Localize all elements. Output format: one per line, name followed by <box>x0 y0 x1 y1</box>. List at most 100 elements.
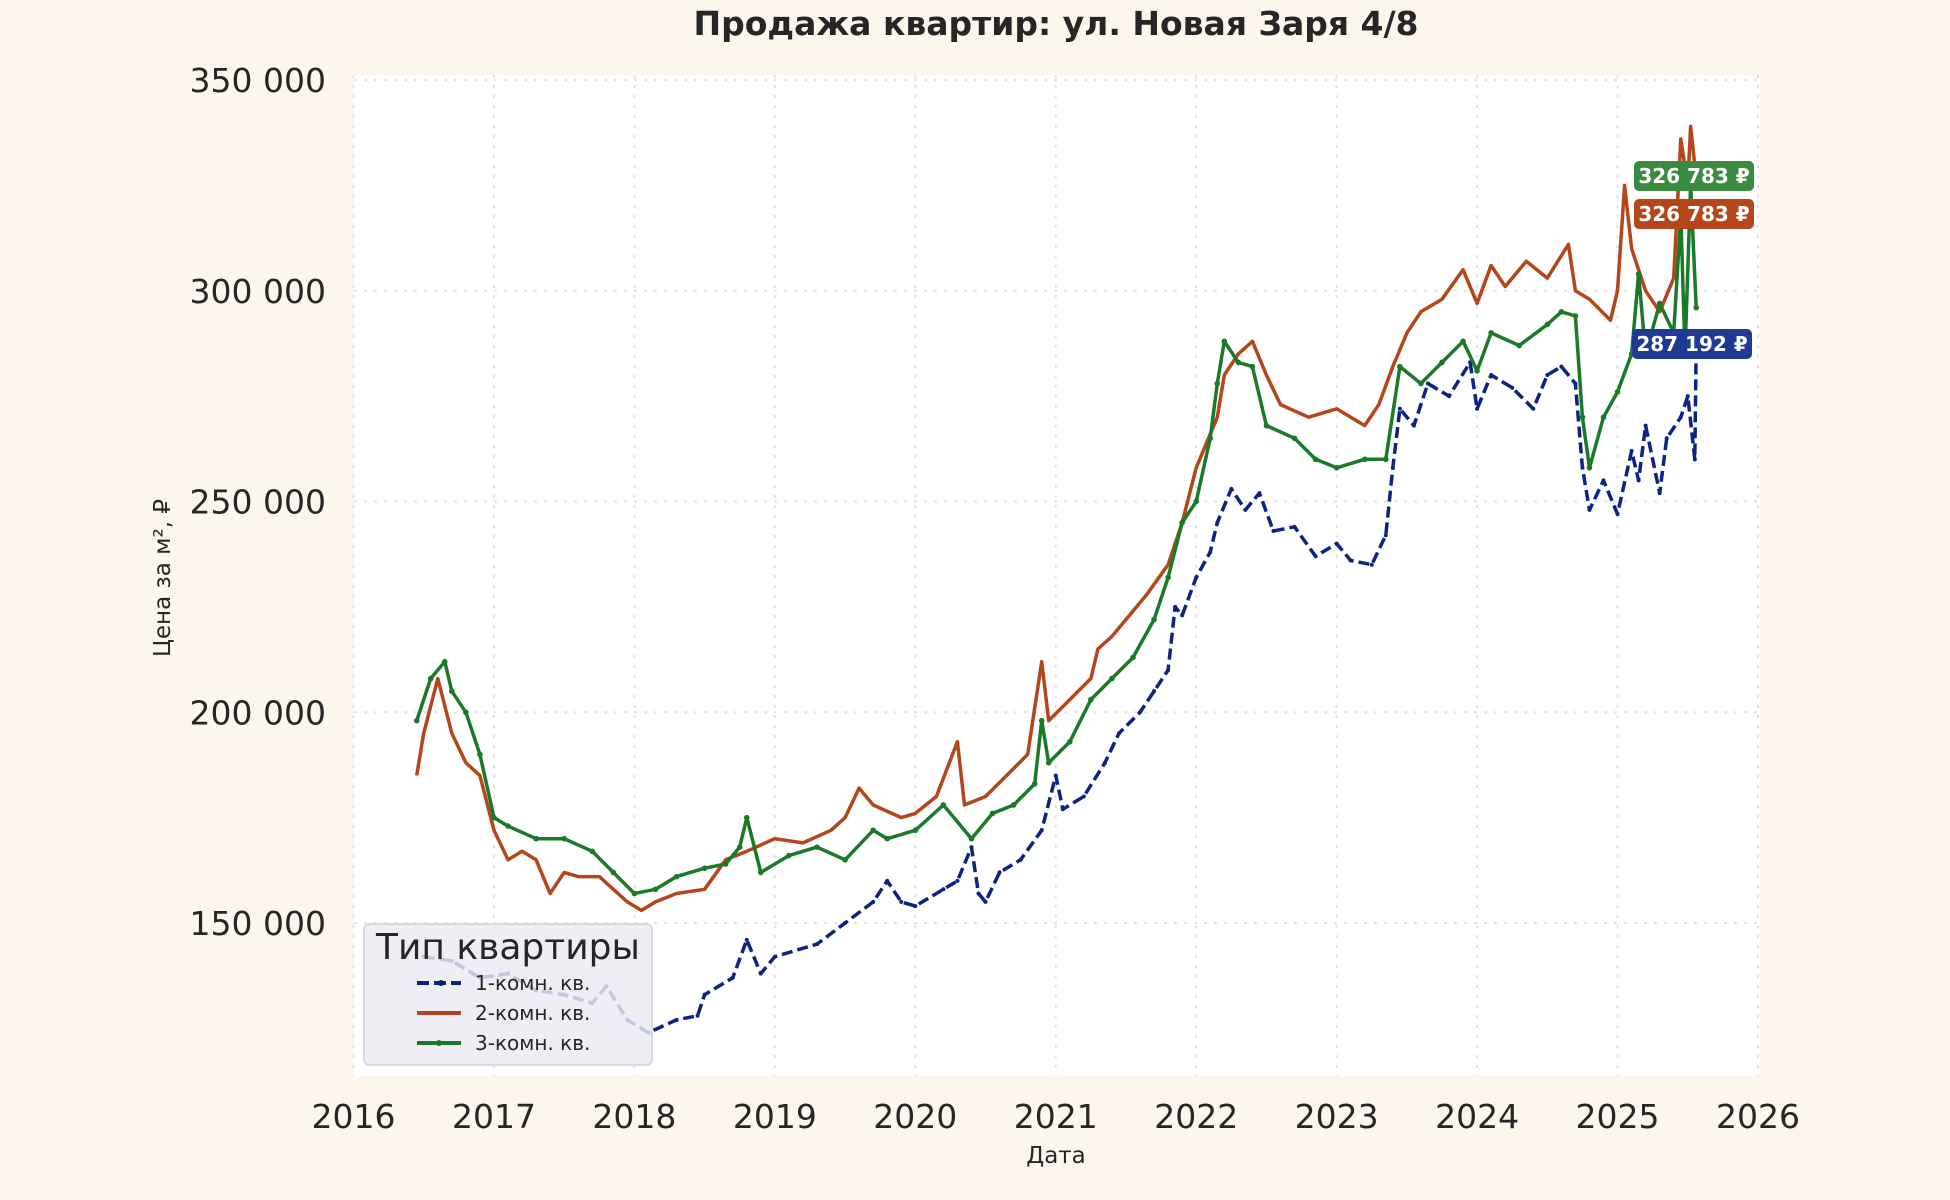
data-point <box>631 890 638 897</box>
data-point <box>1081 794 1086 799</box>
series-line-1 <box>423 344 1698 1035</box>
series-lines <box>413 124 1700 1035</box>
value-badge-1: 287 192 ₽ <box>1632 329 1752 359</box>
data-point <box>533 835 539 842</box>
data-point <box>1229 486 1234 491</box>
x-tick-labels: 2016 2017 2018 2019 2020 2021 2022 2023 2024 2025… <box>312 1097 1800 1136</box>
data-point <box>1600 414 1607 421</box>
data-point <box>477 751 483 758</box>
data-point <box>912 827 919 834</box>
data-point <box>1474 368 1480 374</box>
data-point <box>1439 359 1445 366</box>
data-point <box>702 992 707 997</box>
data-point <box>1333 464 1340 471</box>
data-point <box>722 861 729 867</box>
data-point <box>1397 363 1403 370</box>
data-point <box>1194 575 1199 580</box>
data-point <box>997 870 1002 875</box>
data-point <box>1586 464 1593 471</box>
data-point <box>1559 364 1564 369</box>
legend-swatch-marker <box>417 1040 461 1046</box>
data-point <box>1208 550 1213 555</box>
data-point <box>1165 574 1171 581</box>
legend-label: 1-комн. кв. <box>475 971 591 995</box>
badge-label: 287 192 ₽ <box>1636 332 1747 356</box>
series-line-2 <box>414 124 1698 913</box>
data-point <box>1601 478 1606 483</box>
data-point <box>1031 781 1038 787</box>
data-point <box>1193 498 1199 505</box>
data-point <box>463 709 469 716</box>
data-point <box>955 878 960 883</box>
data-point <box>1475 406 1480 411</box>
data-point <box>491 814 497 821</box>
data-point <box>427 675 434 682</box>
badge-label: 326 783 ₽ <box>1638 164 1749 188</box>
data-point <box>730 975 735 980</box>
data-point <box>1488 330 1494 336</box>
data-point <box>1018 857 1023 862</box>
data-point <box>1038 717 1045 724</box>
data-point <box>814 942 819 947</box>
data-point <box>1207 435 1214 442</box>
data-point <box>1151 616 1157 623</box>
legend-label: 3-комн. кв. <box>475 1031 591 1055</box>
value-badge-2: 326 783 ₽ <box>1634 199 1754 229</box>
data-point <box>843 921 848 925</box>
x-tick-label: 2020 <box>873 1097 957 1136</box>
data-point <box>758 869 764 876</box>
data-point <box>983 899 988 904</box>
data-point <box>1489 373 1494 378</box>
data-point <box>940 802 947 808</box>
data-point <box>976 891 981 896</box>
x-tick-label: 2016 <box>312 1097 396 1136</box>
data-point <box>744 937 749 942</box>
y-tick-label: 350 000 <box>190 61 326 100</box>
x-tick-label: 2017 <box>452 1097 536 1136</box>
data-point <box>1558 309 1565 315</box>
data-point <box>1116 731 1121 736</box>
x-tick-label: 2018 <box>592 1097 676 1136</box>
data-point <box>1383 456 1389 463</box>
data-point <box>1629 448 1634 453</box>
y-tick-label: 200 000 <box>190 693 326 732</box>
y-axis-label: Цена за м², ₽ <box>150 499 176 657</box>
data-point <box>589 848 596 855</box>
data-point <box>1418 380 1424 387</box>
data-point <box>1243 507 1248 512</box>
data-point <box>1138 710 1143 715</box>
data-point <box>1039 828 1044 833</box>
data-point <box>1447 394 1452 399</box>
x-axis-label: Дата <box>1026 1143 1086 1169</box>
data-point <box>1664 436 1669 441</box>
data-point <box>743 814 750 821</box>
data-point <box>842 856 848 863</box>
data-point <box>1685 394 1690 399</box>
data-point <box>1334 541 1339 546</box>
data-point <box>413 717 420 724</box>
badge-label: 326 783 ₽ <box>1638 202 1749 226</box>
x-tick-label: 2024 <box>1435 1097 1519 1136</box>
data-point <box>1383 533 1388 538</box>
data-point <box>1545 373 1550 378</box>
data-point <box>505 823 511 829</box>
data-point <box>652 886 659 893</box>
data-point <box>1179 519 1185 526</box>
data-point <box>786 852 792 859</box>
data-point <box>1292 524 1297 529</box>
data-point <box>1109 675 1115 682</box>
data-point <box>674 1017 679 1022</box>
data-point <box>1214 380 1221 387</box>
data-point <box>1510 385 1515 390</box>
data-point <box>736 844 743 850</box>
data-point <box>1573 381 1578 386</box>
data-point <box>1572 313 1579 319</box>
data-point <box>1544 321 1551 328</box>
data-point <box>1235 359 1242 366</box>
data-point <box>1348 558 1353 563</box>
data-point <box>1635 271 1642 277</box>
legend-swatch-dashed <box>417 980 461 986</box>
x-tick-label: 2023 <box>1295 1097 1379 1136</box>
data-point <box>1614 389 1621 395</box>
